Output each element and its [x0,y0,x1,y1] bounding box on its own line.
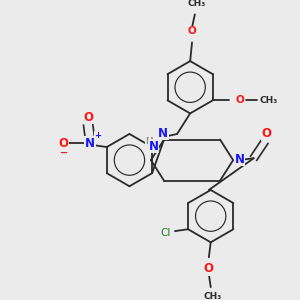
Text: CH₃: CH₃ [188,0,206,8]
Text: CH₃: CH₃ [203,292,222,300]
Text: N: N [235,153,245,166]
Text: N: N [85,137,95,150]
Text: N: N [158,127,168,140]
Text: O: O [59,137,69,150]
Text: O: O [262,128,272,140]
Text: −: − [60,148,68,158]
Text: O: O [236,95,244,105]
Text: O: O [83,111,93,124]
Text: CH₃: CH₃ [260,96,278,105]
Text: O: O [188,26,197,36]
Text: O: O [204,262,214,275]
Text: Cl: Cl [160,228,171,238]
Text: N: N [149,140,159,153]
Text: +: + [94,131,101,140]
Text: H: H [145,137,153,146]
